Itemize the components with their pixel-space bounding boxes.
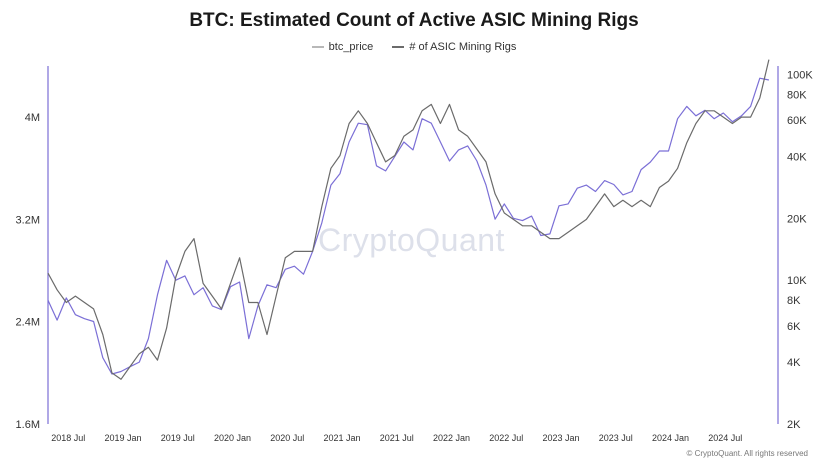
y-left-tick-label: 3.2M — [16, 214, 40, 226]
x-tick-label: 2021 Jul — [380, 433, 414, 443]
series-line-btc-price — [47, 77, 770, 375]
x-tick-label: 2022 Jul — [489, 433, 523, 443]
x-tick-label: 2023 Jul — [599, 433, 633, 443]
y-left-tick-label: 1.6M — [16, 419, 40, 431]
y-right-tick-label: 20K — [787, 213, 807, 225]
x-tick-label: 2019 Jul — [161, 433, 195, 443]
x-tick-label: 2023 Jan — [542, 433, 579, 443]
legend: btc_price # of ASIC Mining Rigs — [0, 39, 828, 53]
x-tick-label: 2019 Jan — [104, 433, 141, 443]
x-tick-label: 2024 Jul — [708, 433, 742, 443]
y-right-tick-label: 40K — [787, 151, 807, 163]
y-left-tick-label: 2.4M — [16, 317, 40, 329]
x-tick-label: 2021 Jan — [323, 433, 360, 443]
y-right-tick-label: 60K — [787, 115, 807, 127]
y-right-tick-label: 4K — [787, 357, 801, 369]
copyright-text: © CryptoQuant. All rights reserved — [686, 449, 809, 458]
y-right-tick-label: 2K — [787, 419, 801, 431]
legend-item-price[interactable]: btc_price — [311, 41, 374, 53]
y-left-tick-label: 4M — [25, 112, 40, 124]
y-right-tick-label: 8K — [787, 295, 801, 307]
x-tick-label: 2022 Jan — [433, 433, 470, 443]
legend-label-rigs: # of ASIC Mining Rigs — [409, 41, 517, 53]
x-tick-label: 2018 Jul — [51, 433, 85, 443]
y-right-tick-label: 10K — [787, 275, 807, 287]
chart-title: BTC: Estimated Count of Active ASIC Mini… — [189, 10, 639, 31]
legend-item-rigs[interactable]: # of ASIC Mining Rigs — [392, 41, 516, 53]
y-right-tick-label: 100K — [787, 70, 813, 82]
legend-swatch-rigs — [392, 46, 405, 48]
x-tick-label: 2020 Jan — [214, 433, 251, 443]
y-right-tick-label: 6K — [787, 321, 801, 333]
y-right-tick-label: 80K — [787, 89, 807, 101]
watermark: CryptoQuant — [318, 222, 505, 258]
legend-swatch-price — [311, 46, 324, 48]
x-tick-label: 2020 Jul — [270, 433, 304, 443]
legend-label-price: btc_price — [328, 41, 374, 53]
x-tick-label: 2024 Jan — [652, 433, 689, 443]
series-line-asic-rigs — [47, 59, 770, 380]
